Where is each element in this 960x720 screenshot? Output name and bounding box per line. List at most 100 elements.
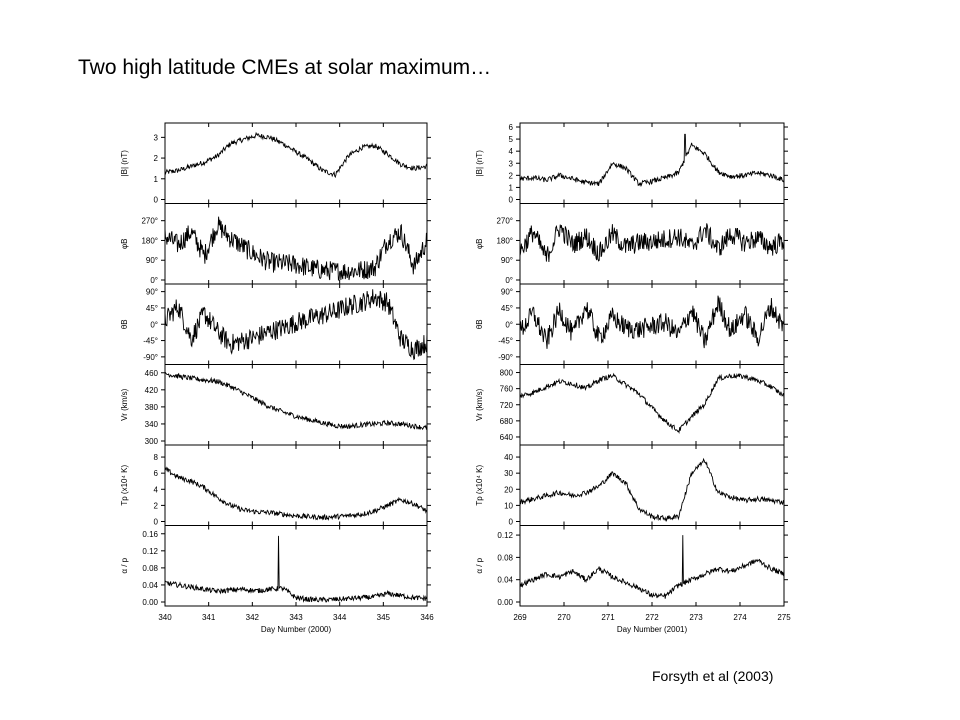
panel-right-0: 0 1 2 3 4 5 6 |B| (nT) (475, 122, 788, 205)
y-tick-label: 270° (141, 217, 158, 226)
y-tick-label: 0.08 (142, 564, 158, 573)
x-tick-label: 345 (377, 613, 391, 622)
y-tick-label: 40 (504, 453, 513, 462)
x-tick-label: 270 (557, 613, 571, 622)
series-line (519, 457, 785, 523)
y-tick-label: 90° (501, 256, 513, 265)
y-tick-label: 340 (145, 420, 159, 429)
x-tick-label: 343 (289, 613, 303, 622)
y-tick-label: 90° (146, 288, 158, 297)
y-tick-label: 0° (505, 276, 513, 285)
series-line (519, 295, 785, 349)
x-tick-label: 344 (333, 613, 347, 622)
x-tick-label: 272 (645, 613, 659, 622)
panel-frame (519, 122, 785, 204)
y-tick-label: 0.16 (142, 530, 158, 539)
x-axis-label: Day Number (2001) (617, 625, 688, 634)
panel-left-5: 0.00 0.04 0.08 0.12 0.16 α / p (120, 525, 431, 607)
y-tick-label: 20 (504, 485, 513, 494)
panel-right-4: 0 10 20 30 40 Tp (x10⁴ K) (475, 444, 788, 527)
panel-right-5: 0.00 0.04 0.08 0.12 α / p (475, 525, 788, 607)
series-line (519, 223, 785, 263)
y-tick-label: 720 (500, 401, 514, 410)
series-line (164, 466, 428, 521)
y-axis-label: θB (475, 319, 484, 329)
y-tick-label: 180° (141, 236, 158, 245)
y-tick-label: 460 (145, 369, 159, 378)
y-tick-label: -45° (498, 337, 513, 346)
y-tick-label: 0.12 (497, 531, 513, 540)
y-tick-label: 5 (509, 135, 514, 144)
y-tick-label: 0 (154, 518, 159, 527)
y-tick-label: -90° (498, 353, 513, 362)
y-tick-label: 640 (500, 433, 514, 442)
series-line (164, 371, 428, 431)
y-tick-label: 8 (154, 453, 159, 462)
y-tick-label: 2 (154, 154, 159, 163)
series-line (164, 289, 428, 361)
y-tick-label: -90° (143, 353, 158, 362)
y-tick-label: 680 (500, 417, 514, 426)
series-line (519, 372, 785, 434)
y-tick-label: -45° (143, 337, 158, 346)
y-tick-label: 2 (154, 501, 159, 510)
y-tick-label: 90° (501, 288, 513, 297)
y-tick-label: 0° (150, 320, 158, 329)
y-axis-label: φB (120, 238, 129, 249)
y-tick-label: 0° (505, 320, 513, 329)
y-axis-label: α / p (120, 557, 129, 573)
y-axis-label: α / p (475, 557, 484, 573)
y-tick-label: 0.00 (142, 598, 158, 607)
y-tick-label: 3 (509, 159, 514, 168)
x-tick-label: 341 (202, 613, 216, 622)
y-axis-label: Tp (x10⁴ K) (120, 465, 129, 506)
series-line (519, 133, 785, 188)
panel-left-4: 0 2 4 6 8 Tp (x10⁴ K) (120, 444, 431, 527)
x-tick-label: 271 (601, 613, 615, 622)
panel-right-1: 0° 90° 180° 270° φB (475, 203, 788, 285)
series-line (164, 216, 428, 281)
y-tick-label: 0 (154, 196, 159, 205)
x-tick-label: 340 (158, 613, 172, 622)
y-tick-label: 6 (509, 123, 514, 132)
y-tick-label: 380 (145, 403, 159, 412)
y-axis-label: Vr (km/s) (475, 388, 484, 420)
y-axis-label: Vr (km/s) (120, 388, 129, 420)
panel-right-3: 640 680 720 760 800 Vr (km/s) (475, 364, 788, 446)
y-tick-label: 10 (504, 501, 513, 510)
series-line (164, 131, 428, 179)
y-tick-label: 90° (146, 256, 158, 265)
x-tick-label: 269 (513, 613, 527, 622)
y-tick-label: 0.12 (142, 547, 158, 556)
x-tick-label: 273 (689, 613, 703, 622)
y-tick-label: 45° (146, 304, 158, 313)
y-tick-label: 4 (154, 485, 159, 494)
y-tick-label: 300 (145, 437, 159, 446)
panel-frame (519, 444, 785, 526)
y-axis-label: φB (475, 238, 484, 249)
y-tick-label: 0.00 (497, 598, 513, 607)
y-tick-label: 3 (154, 133, 159, 142)
y-tick-label: 800 (500, 369, 514, 378)
x-tick-label: 274 (733, 613, 747, 622)
y-tick-label: 420 (145, 386, 159, 395)
y-tick-label: 760 (500, 385, 514, 394)
y-tick-label: 270° (496, 217, 513, 226)
y-axis-label: |B| (nT) (475, 150, 484, 177)
series-line (519, 535, 785, 599)
y-axis-label: Tp (x10⁴ K) (475, 465, 484, 506)
y-tick-label: 0.04 (142, 581, 158, 590)
x-tick-label: 346 (420, 613, 434, 622)
y-tick-label: 0.04 (497, 576, 513, 585)
y-axis-label: |B| (nT) (120, 150, 129, 177)
x-axis-label: Day Number (2000) (261, 625, 332, 634)
series-line (164, 535, 428, 603)
y-tick-label: 0 (509, 518, 514, 527)
y-tick-label: 2 (509, 171, 514, 180)
y-tick-label: 4 (509, 147, 514, 156)
y-tick-label: 0.08 (497, 553, 513, 562)
panel-right-2: -90° -45° 0° 45° 90° θB (475, 283, 788, 365)
panel-left-0: 0 1 2 3 |B| (nT) (120, 122, 431, 205)
